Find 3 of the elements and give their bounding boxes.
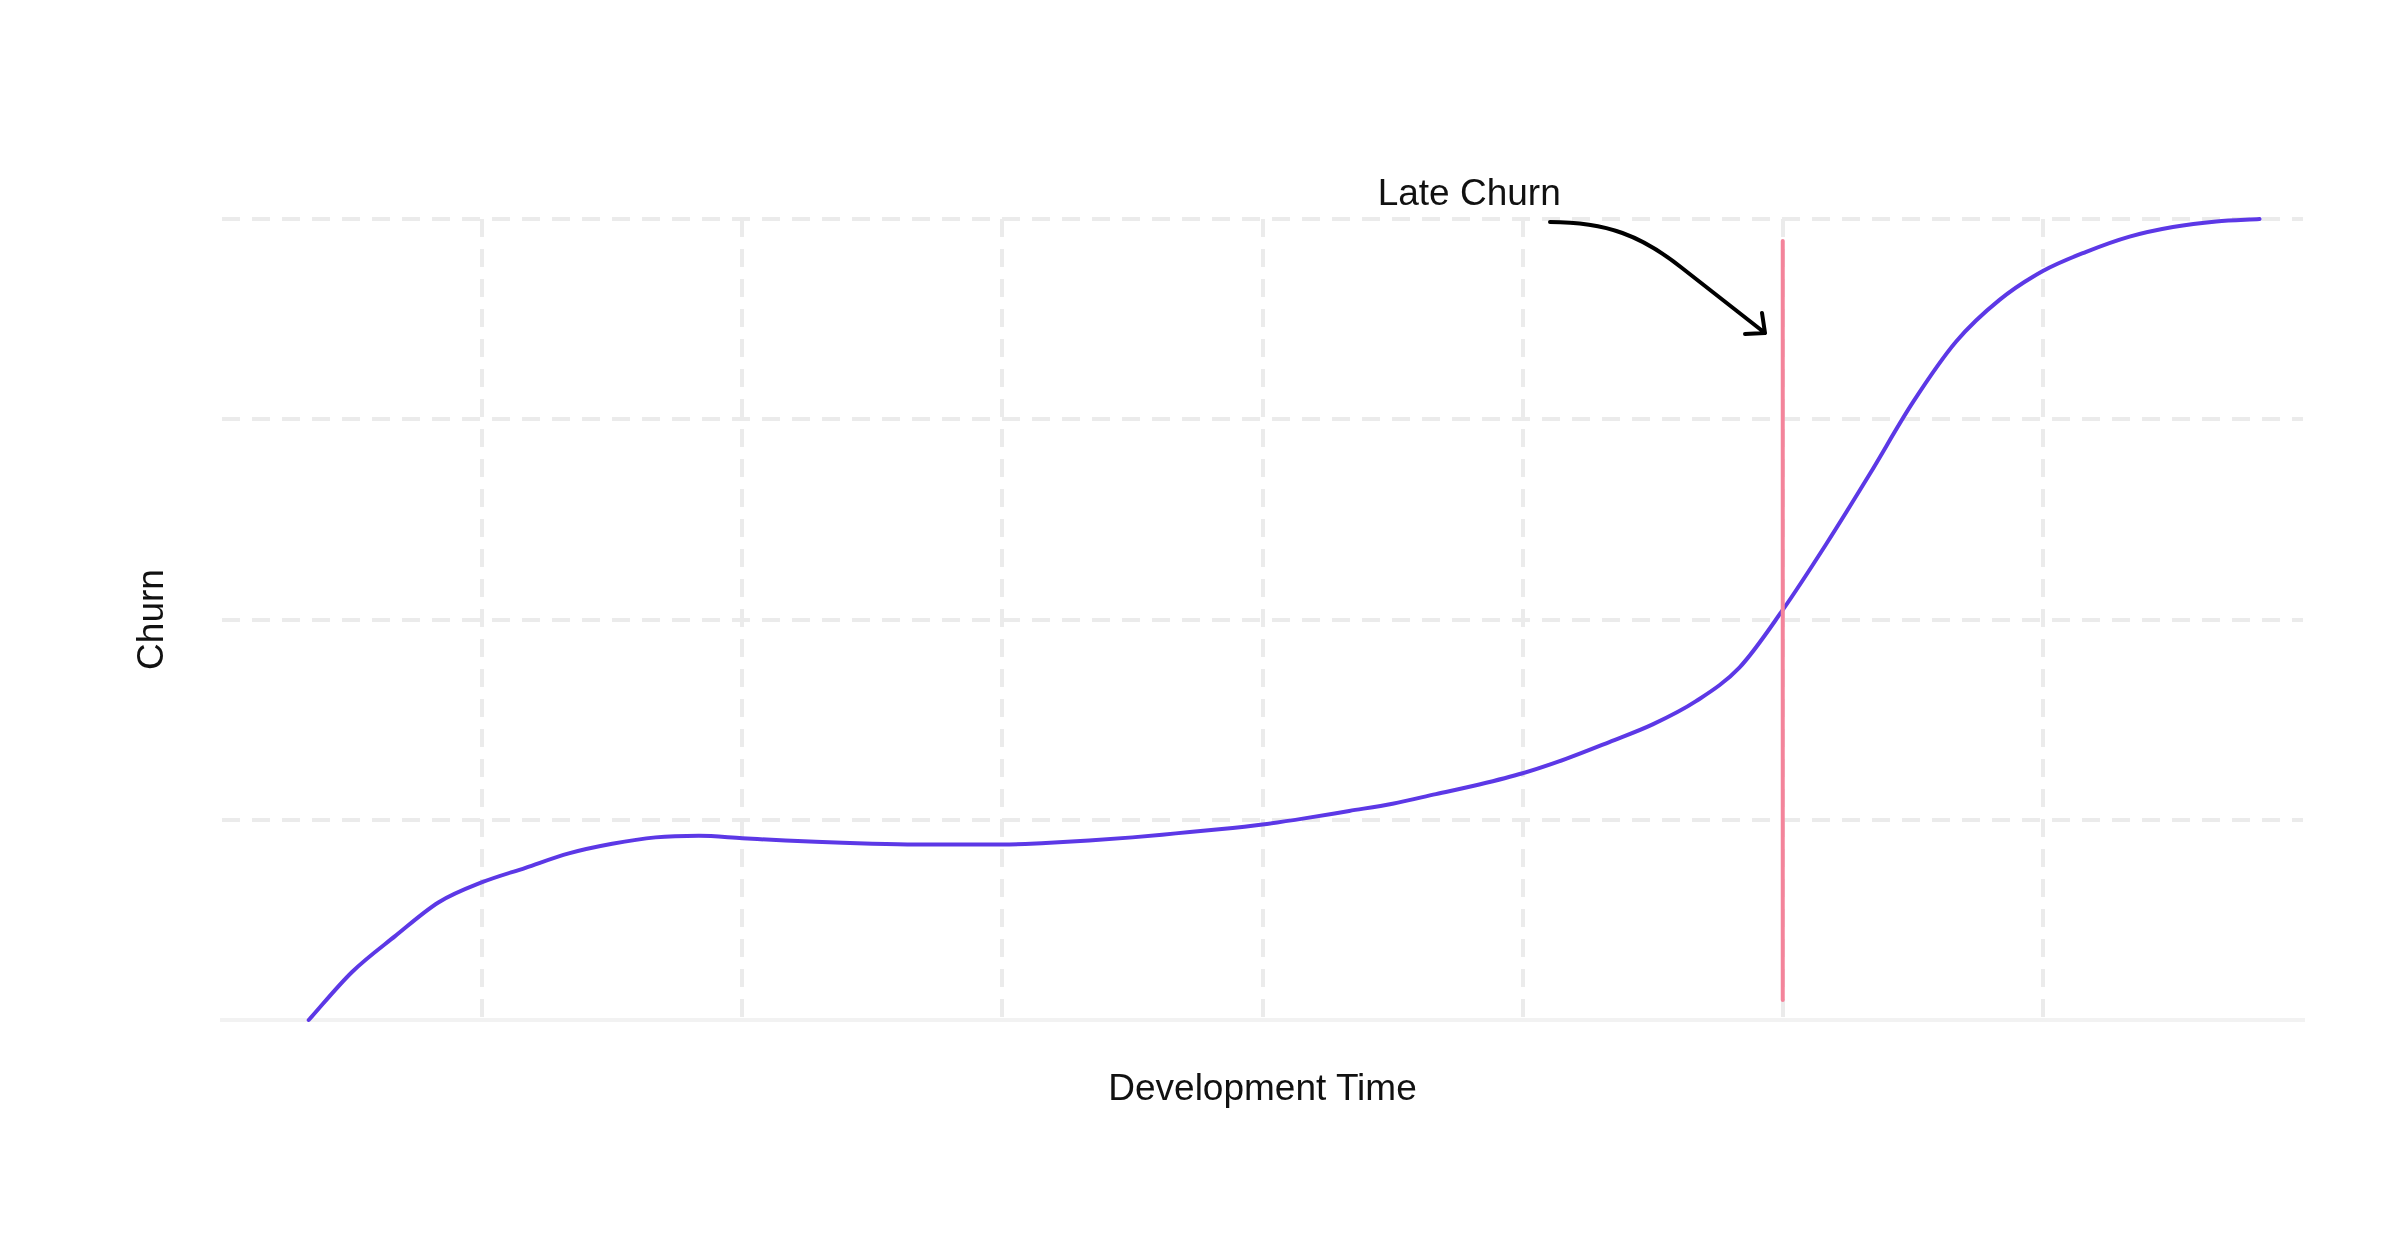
y-axis-title: Churn [130, 569, 172, 670]
text: Late Churn [1377, 172, 1561, 214]
x-axis-title: Development Time [1108, 1067, 1417, 1108]
